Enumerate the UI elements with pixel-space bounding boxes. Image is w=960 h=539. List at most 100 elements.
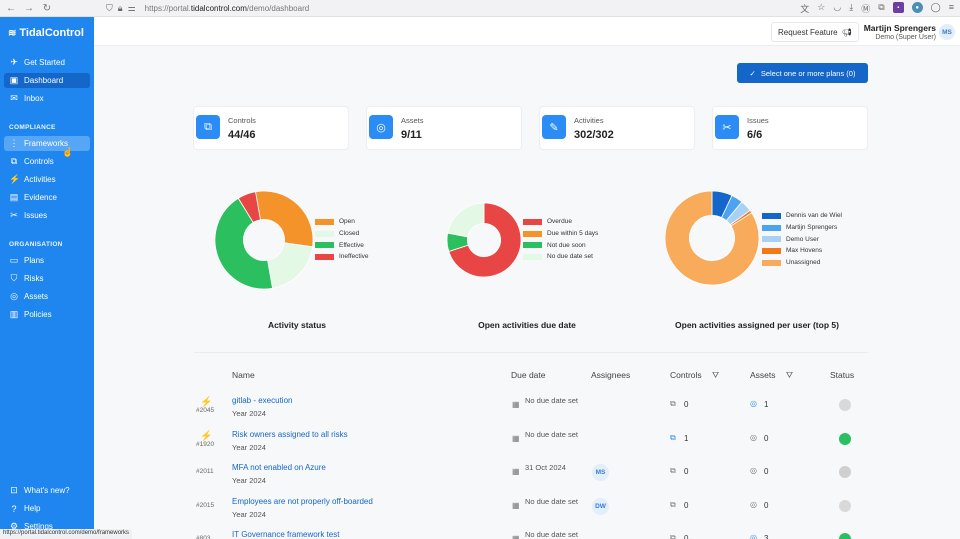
stat-card-activities[interactable]: ✎ Activities 302/302 [539, 106, 695, 150]
profile-icon[interactable]: ◯ [930, 2, 941, 12]
stat-card-controls[interactable]: ⧉ Controls 44/46 [193, 106, 349, 150]
assigned-per-user-title: Open activities assigned per user (top 5… [675, 320, 839, 330]
sidebar-item-risks[interactable]: ⛉ Risks [10, 273, 44, 283]
request-feature-button[interactable]: Request Feature 📢︎ [771, 22, 859, 42]
row-title-link[interactable]: Employees are not properly off-boarded [232, 497, 373, 506]
slice-unassigned[interactable] [664, 190, 760, 286]
sidebar-item-activities[interactable]: ⚡ Activities [9, 174, 56, 184]
sidebar-item-help[interactable]: ? Help [4, 501, 90, 516]
th-status[interactable]: Status [830, 370, 855, 380]
row-title-link[interactable]: gitlab - execution [232, 396, 293, 405]
legend-item[interactable]: Not due soon [523, 239, 598, 251]
slice-no-due-date-set[interactable] [447, 202, 485, 238]
th-name[interactable]: Name [232, 370, 255, 380]
legend-item[interactable]: Demo User [762, 233, 842, 245]
extension-badge-icon[interactable]: ▪ [892, 2, 904, 13]
bookmark-icon[interactable]: ☆ [817, 2, 826, 12]
slice-closed[interactable] [267, 242, 313, 289]
menu-icon[interactable]: ≡ [948, 2, 954, 12]
megaphone-icon: 📢︎ [841, 27, 852, 37]
legend-item[interactable]: Due within 5 days [523, 228, 598, 240]
sidebar-item-controls[interactable]: ⧉ Controls [10, 156, 54, 166]
extension-teal-icon[interactable]: ● [911, 2, 923, 13]
row-title-link[interactable]: MFA not enabled on Azure [232, 463, 326, 472]
extension-m-icon[interactable]: Ⓜ [861, 4, 871, 14]
sidebar-item-get-started[interactable]: ✈ Get Started [10, 57, 65, 67]
stat-card-issues[interactable]: ✂ Issues 6/6 [712, 106, 868, 150]
sidebar-item-whats-new[interactable]: ⊡ What's new? [10, 485, 70, 495]
row-title-link[interactable]: Risk owners assigned to all risks [232, 430, 348, 439]
sidebar-item-evidence[interactable]: ▤ Evidence [9, 192, 57, 202]
assignee-avatar[interactable]: MS [592, 464, 609, 481]
legend-label: Demo User [786, 235, 819, 243]
activity-status-chart[interactable] [214, 190, 314, 290]
legend-swatch [762, 259, 781, 266]
th-assignees[interactable]: Assignees [591, 370, 631, 380]
th-assets[interactable]: Assets ⛛ [750, 370, 794, 380]
reload-icon[interactable]: ↻ [42, 2, 52, 14]
slice-open[interactable] [255, 190, 314, 248]
assigned-per-user-chart[interactable] [664, 190, 760, 286]
slice-overdue[interactable] [448, 202, 522, 278]
calendar-icon: ▦ [512, 400, 520, 409]
filter-icon[interactable]: ⛛ [785, 370, 794, 380]
legend-item[interactable]: No due date set [523, 251, 598, 263]
sidebar-item-plans[interactable]: ▭ Plans [9, 255, 45, 265]
table-row[interactable]: #2015 Employees are not properly off-boar… [194, 494, 868, 527]
table-row[interactable]: #803 IT Governance framework test ▦ No due … [194, 527, 868, 539]
th-due-date[interactable]: Due date [511, 370, 546, 380]
legend-item[interactable]: Closed [315, 228, 369, 240]
slice-ineffective[interactable] [237, 191, 261, 224]
legend-label: Unassigned [786, 259, 821, 267]
table-row[interactable]: ⚡ #2045 gitlab - execution Year 2024 ▦ No due… [194, 393, 868, 426]
extensions-icon[interactable]: ⧉ [878, 2, 885, 12]
pocket-icon[interactable]: ◡ [833, 2, 842, 12]
stat-label: Activities [574, 116, 604, 125]
slice-effective[interactable] [214, 197, 273, 290]
address-bar[interactable]: ⛉ 🔒︎ ⚌ https://portal.tidalcontrol.com/d… [106, 3, 309, 14]
forward-icon[interactable]: → [24, 2, 34, 14]
legend-item[interactable]: Unassigned [762, 257, 842, 269]
logo[interactable]: ≋ TidalControl [8, 27, 84, 39]
stat-card-assets[interactable]: ◎ Assets 9/11 [366, 106, 522, 150]
row-id: #803 [196, 535, 211, 539]
frameworks-icon: ⋮ [9, 138, 19, 148]
user-avatar[interactable]: MS [939, 24, 955, 40]
download-icon[interactable]: ⤓ [849, 2, 854, 12]
sidebar-item-settings[interactable]: ⚙ Settings [9, 521, 53, 531]
dashboard-icon: ▣ [9, 75, 19, 85]
assignee-avatar[interactable]: DW [592, 498, 609, 515]
lock-icon: 🔒︎ [117, 2, 123, 13]
sidebar-item-dashboard[interactable]: ▣ Dashboard [4, 73, 90, 88]
legend-item[interactable]: Ineffective [315, 251, 369, 263]
controls-icon: ⧉ [670, 399, 676, 408]
legend-item[interactable]: Overdue [523, 216, 598, 228]
back-icon[interactable]: ← [6, 2, 16, 14]
row-due-date: No due date set [525, 497, 578, 506]
row-title-link[interactable]: IT Governance framework test [232, 530, 340, 539]
user-info[interactable]: Martijn Sprengers Demo (Super User) [856, 23, 936, 41]
translate-icon[interactable]: 文 [800, 4, 810, 14]
activity-status-title: Activity status [267, 320, 327, 330]
filter-icon[interactable]: ⛛ [712, 370, 720, 380]
legend-item[interactable]: Effective [315, 239, 369, 251]
legend-item[interactable]: Open [315, 216, 369, 228]
row-subtitle: Year 2024 [232, 409, 266, 418]
browser-toolbar: ← → ↻ ⛉ 🔒︎ ⚌ https://portal.tidalcontrol… [0, 0, 960, 17]
due-date-chart[interactable] [446, 202, 522, 278]
sidebar-item-issues[interactable]: ✂ Issues [10, 210, 48, 220]
table-divider [194, 352, 868, 353]
th-controls[interactable]: Controls ⛛ [670, 370, 720, 380]
sidebar-item-inbox[interactable]: ✉ Inbox [10, 93, 44, 103]
table-row[interactable]: #2011 MFA not enabled on Azure Year 2024 ▦ 3… [194, 460, 868, 493]
controls-icon: ⧉ [670, 466, 676, 475]
sidebar-item-frameworks[interactable]: ⋮ Frameworks [4, 136, 90, 151]
select-plans-button[interactable]: ✓ Select one or more plans (0) [737, 63, 868, 83]
legend-item[interactable]: Max Hovens [762, 245, 842, 257]
sidebar-item-policies[interactable]: ▥ Policies [9, 309, 52, 319]
legend-item[interactable]: Martijn Sprengers [762, 222, 842, 234]
table-row[interactable]: ⚡ #1920 Risk owners assigned to all risks Y… [194, 427, 868, 460]
due-date-title: Open activities due date [478, 320, 576, 330]
sidebar-item-assets[interactable]: ◎ Assets [10, 291, 49, 301]
legend-item[interactable]: Dennis van de Wiel [762, 210, 842, 222]
